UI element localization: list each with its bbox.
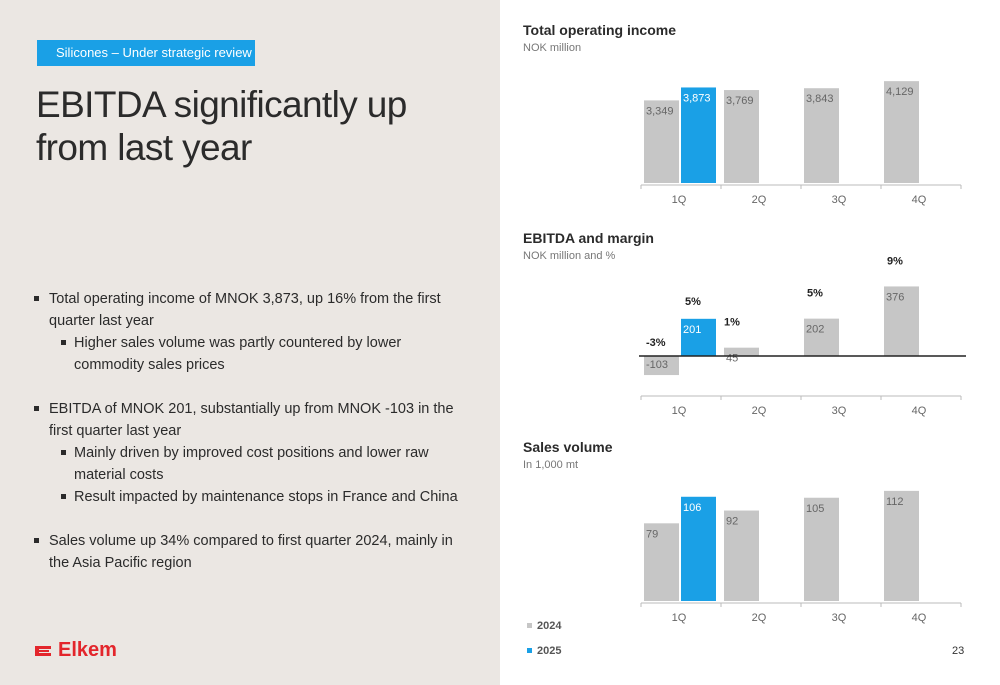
elkem-logo-icon [35,645,51,656]
bullet-ebitda: EBITDA of MNOK 201, substantially up fro… [34,398,474,442]
bar-2024-4Q [884,286,919,356]
chart-title: Total operating income [523,22,676,38]
data-label-2024: 79 [646,528,658,540]
bar-2024-1Q [644,523,679,601]
legend-item-2025: 2025 [527,638,561,663]
chart-title: Sales volume [523,439,613,455]
chart-svg: 1Q 2Q 3Q 4Q 79 106 92 105 112 [640,490,962,624]
data-label-2024: 105 [806,503,824,515]
x-tick-label: 2Q [752,405,767,417]
bar-2024-3Q [804,318,839,356]
bar-2024-2Q [724,510,759,601]
chart-svg: 1Q 2Q 3Q 4Q 3,349 3,873 3,769 3,843 4,129 [640,81,962,206]
data-label-2024: 202 [806,324,824,336]
margin-label-2024: -3% [646,337,666,349]
x-tick-label: 2Q [752,194,767,206]
bar-2024-1Q [644,356,679,376]
chart-subtitle: In 1,000 mt [523,459,579,471]
bar-2024-2Q [724,90,759,183]
x-tick-label: 1Q [672,194,687,206]
elkem-logo: Elkem [33,639,117,662]
x-tick-label: 1Q [672,612,687,624]
legend-swatch-2025 [527,648,532,653]
margin-label-2024: 1% [724,317,740,329]
sub-bullet-sales-volume: Higher sales volume was partly countered… [34,332,474,376]
data-label-2025: 3,873 [683,92,711,104]
bar-2024-4Q [884,490,919,601]
chart-sales-volume: Sales volume In 1,000 mt 1Q 2Q 3Q 4Q 79 106 92… [510,439,980,629]
x-tick-label: 4Q [912,405,927,417]
bullet-group-ebitda: EBITDA of MNOK 201, substantially up fro… [34,398,474,508]
bar-2024-4Q [884,81,919,183]
x-tick-label: 1Q [672,405,687,417]
margin-label-2025: 5% [685,296,701,308]
x-tick-label: 2Q [752,612,767,624]
data-label-2024: -103 [646,359,668,371]
x-tick-label: 3Q [832,405,847,417]
headline: EBITDA significantly up from last year [36,84,407,168]
data-label-2024: 3,843 [806,93,834,105]
bar-2024-2Q [724,347,759,356]
data-label-2025: 201 [683,324,701,336]
data-label-2024: 92 [726,516,738,528]
bullet-list: Total operating income of MNOK 3,873, up… [34,288,474,596]
data-label-2024: 3,769 [726,95,754,107]
x-tick-label: 4Q [912,194,927,206]
chart-legend: 2024 2025 [527,613,561,663]
brand-name: Elkem [58,639,117,661]
chart-ebitda-margin: EBITDA and margin NOK million and % 1Q 2Q… [510,230,980,425]
data-label-2025: 106 [683,502,701,514]
bar-2025-1Q [681,496,716,601]
x-tick-label: 4Q [912,612,927,624]
x-tick-label: 3Q [832,612,847,624]
bar-2024-3Q [804,88,839,183]
sub-bullet-cost-positions: Mainly driven by improved cost positions… [34,442,474,486]
bullet-sales-volume: Sales volume up 34% compared to first qu… [34,530,474,574]
chart-operating-income: Total operating income NOK million 1Q 2Q 3… [510,22,980,212]
bullet-income: Total operating income of MNOK 3,873, up… [34,288,474,332]
legend-label-2024: 2024 [537,619,562,632]
legend-item-2024: 2024 [527,613,561,638]
legend-swatch-2024 [527,623,532,628]
data-label-2024: 4,129 [886,86,914,98]
bar-2025-1Q [681,318,716,356]
chart-svg: 1Q 2Q 3Q 4Q -103 201 -3% 5% 45 1% 202 5% 376 9% [639,255,966,417]
data-label-2024: 376 [886,291,904,303]
data-label-2024: 45 [726,353,738,365]
data-label-2024: 112 [886,496,904,508]
chart-title: EBITDA and margin [523,230,654,246]
bar-2024-3Q [804,497,839,601]
chart-subtitle: NOK million [523,42,582,54]
chart-subtitle: NOK million and % [523,250,616,262]
margin-label-2024: 5% [807,288,823,300]
margin-label-2024: 9% [887,255,903,267]
x-tick-label: 3Q [832,194,847,206]
bullet-group-income: Total operating income of MNOK 3,873, up… [34,288,474,376]
bar-2025-1Q [681,87,716,183]
legend-label-2025: 2025 [537,644,562,657]
section-tag: Silicones – Under strategic review [37,40,255,66]
left-panel: Silicones – Under strategic review EBITD… [0,0,500,685]
page-number: 23 [952,645,965,657]
bar-2024-1Q [644,100,679,183]
sub-bullet-maintenance: Result impacted by maintenance stops in … [34,486,474,508]
data-label-2024: 3,349 [646,105,674,117]
